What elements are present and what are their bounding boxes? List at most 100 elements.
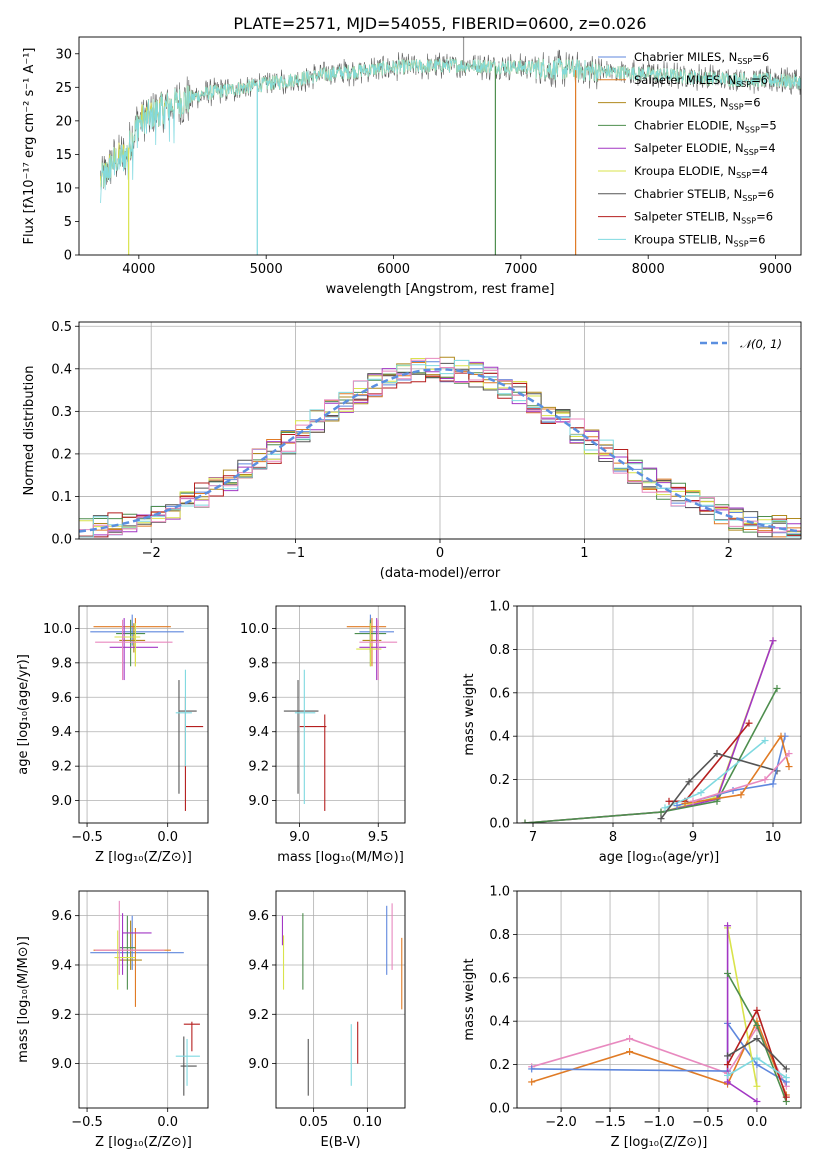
spectrum-line: [100, 58, 801, 204]
weight-vs-z-ylabel: mass weight: [462, 958, 477, 1040]
y-tick-label: 10.0: [43, 622, 72, 637]
y-tick-label: 9.2: [51, 760, 72, 775]
mass-vs-z-axes: −0.5 0.0 9.0 9.2 9.4 9.6 Z [log₁₀(Z/Z⊙)] mass […: [16, 890, 209, 1150]
age-vs-mass-plot-area: [283, 614, 398, 811]
spectrum-axes: 4000 5000 6000 7000 8000 9000 0 5 10 15 20 25 30 wave…: [22, 36, 802, 297]
data-point: [753, 1006, 761, 1014]
data-point: [689, 797, 697, 805]
legend-entry: 𝒩(0, 1): [740, 337, 782, 351]
y-tick-label: 1.0: [489, 600, 510, 615]
y-tick-label: 9.4: [248, 958, 269, 973]
age-vs-z-panel: −0.5 0.0 9.0 9.2 9.4 9.6 9.8 10.0 Z [log₁₀(Z/Z⊙)…: [16, 605, 209, 865]
legend-series-name: Chabrier STELIB: [634, 187, 726, 201]
mass-vs-ebv-plot-area: [281, 903, 403, 1096]
data-point: [724, 969, 732, 977]
spectrum-xlabel: wavelength [Angstrom, rest frame]: [326, 282, 555, 297]
y-tick-label: 0.2: [489, 1058, 510, 1073]
y-tick-label: 9.6: [51, 909, 72, 924]
data-point: [681, 799, 689, 807]
legend-ssp-count: 6: [758, 232, 765, 246]
y-tick-label: 9.2: [248, 1008, 269, 1023]
legend-series-name: Salpeter STELIB: [634, 210, 725, 224]
weight-line: [684, 734, 790, 805]
y-tick-label: 9.6: [248, 909, 269, 924]
data-point: [753, 1061, 761, 1069]
data-point: [724, 1061, 732, 1069]
x-tick-label: −2: [142, 546, 161, 561]
data-point: [753, 1097, 761, 1105]
data-point: [528, 1078, 536, 1086]
weight-line: [524, 688, 778, 823]
y-tick-label: 9.0: [51, 1057, 72, 1072]
legend-ssp-count: 6: [766, 210, 773, 224]
data-point: [737, 791, 745, 799]
weight-line: [726, 927, 758, 1087]
data-point: [753, 1022, 761, 1030]
x-tick-label: 0.0: [747, 1115, 768, 1130]
y-tick-label: 20: [55, 114, 72, 129]
y-tick-label: 9.2: [248, 760, 269, 775]
data-point: [665, 797, 673, 805]
y-tick-label: 9.6: [248, 691, 269, 706]
legend-entry: Kroupa MILES, NSSP=6: [634, 96, 761, 112]
x-tick-label: 10: [765, 830, 782, 845]
age-vs-mass-grid: [276, 606, 405, 823]
data-point: [521, 819, 529, 823]
weight-vs-z-panel: −2.0 −1.5 −1.0 −0.5 0.0 0.0 0.2 0.4 0.6 0.8 1.0 Z […: [462, 885, 802, 1150]
mass-vs-z-frame: [78, 890, 209, 1109]
data-point: [626, 1035, 634, 1043]
x-tick-label: 9: [689, 830, 697, 845]
residuals-panel: −2 −1 0 1 2 0.0 0.1 0.2 0.3 0.4 0.5 (data-model)/er…: [22, 320, 802, 581]
x-tick-label: 5000: [250, 262, 283, 277]
spectrum-ylabel: Flux [fλ10⁻¹⁷ erg cm⁻² s⁻¹ A⁻¹]: [22, 48, 37, 245]
y-tick-label: 0: [64, 249, 72, 264]
spectrum-plot-area: [100, 37, 801, 255]
weight-vs-age-panel: 7 8 9 10 0.0 0.2 0.4 0.6 0.8 1.0 age [log₁₀(age/yr…: [462, 600, 802, 865]
mass-vs-z-panel: −0.5 0.0 9.0 9.2 9.4 9.6 Z [log₁₀(Z/Z⊙)] mass […: [16, 890, 209, 1150]
x-tick-label: 0.10: [353, 1115, 382, 1130]
age-vs-mass-panel: 9.0 9.5 9.0 9.2 9.4 9.6 9.8 10.0 mass [log₁₀(M/M…: [240, 605, 406, 865]
y-tick-label: 0.2: [489, 773, 510, 788]
data-point: [753, 1054, 761, 1062]
weight-vs-z-axes: −2.0 −1.5 −1.0 −0.5 0.0 0.0 0.2 0.4 0.6 0.8 1.0 Z […: [462, 885, 802, 1150]
y-tick-label: 0.1: [51, 490, 72, 505]
y-tick-label: 0.6: [489, 686, 510, 701]
legend-ssp-count: 4: [761, 164, 768, 178]
x-tick-label: −2.0: [545, 1115, 577, 1130]
data-point: [528, 1065, 536, 1073]
data-point: [724, 922, 732, 930]
legend-series-name: Kroupa MILES: [634, 96, 713, 110]
age-vs-z-frame: [78, 605, 209, 824]
weight-vs-age-grid: [517, 605, 801, 824]
y-tick-label: 0.3: [51, 405, 72, 420]
x-tick-label: −0.5: [71, 1115, 103, 1130]
y-tick-label: 9.6: [51, 691, 72, 706]
y-tick-label: 9.4: [51, 725, 72, 740]
histogram-series: [79, 372, 801, 538]
x-tick-label: 0.05: [299, 1115, 328, 1130]
mass-vs-z-xlabel: Z [log₁₀(Z/Z⊙)]: [95, 1135, 192, 1150]
x-tick-label: 9.5: [368, 830, 389, 845]
y-tick-label: 9.0: [248, 794, 269, 809]
y-tick-label: 5: [64, 215, 72, 230]
data-point: [785, 763, 793, 771]
weight-vs-z-xlabel: Z [log₁₀(Z/Z⊙)]: [611, 1135, 708, 1150]
y-tick-label: 0.2: [51, 447, 72, 462]
data-point: [769, 637, 777, 645]
data-point: [724, 1078, 732, 1086]
x-tick-label: 6000: [377, 262, 410, 277]
x-tick-label: 4000: [122, 262, 155, 277]
y-tick-label: 0.4: [489, 1015, 510, 1030]
residuals-axes: −2 −1 0 1 2 0.0 0.1 0.2 0.3 0.4 0.5 (data-model)/er…: [22, 320, 802, 581]
data-point: [782, 1065, 790, 1073]
legend-series-name: Salpeter MILES: [634, 73, 720, 87]
y-tick-label: 15: [55, 148, 72, 163]
mass-vs-ebv-panel: 0.05 0.10 9.0 9.2 9.4 9.6 E(B-V): [248, 890, 406, 1150]
mass-vs-ebv-xlabel: E(B-V): [320, 1135, 360, 1150]
y-tick-label: 0.4: [489, 730, 510, 745]
legend-entry: Kroupa ELODIE, NSSP=4: [634, 164, 768, 180]
data-point: [782, 1093, 790, 1101]
residuals-xlabel: (data-model)/error: [380, 566, 501, 581]
legend-series-name: Kroupa ELODIE: [634, 164, 720, 178]
